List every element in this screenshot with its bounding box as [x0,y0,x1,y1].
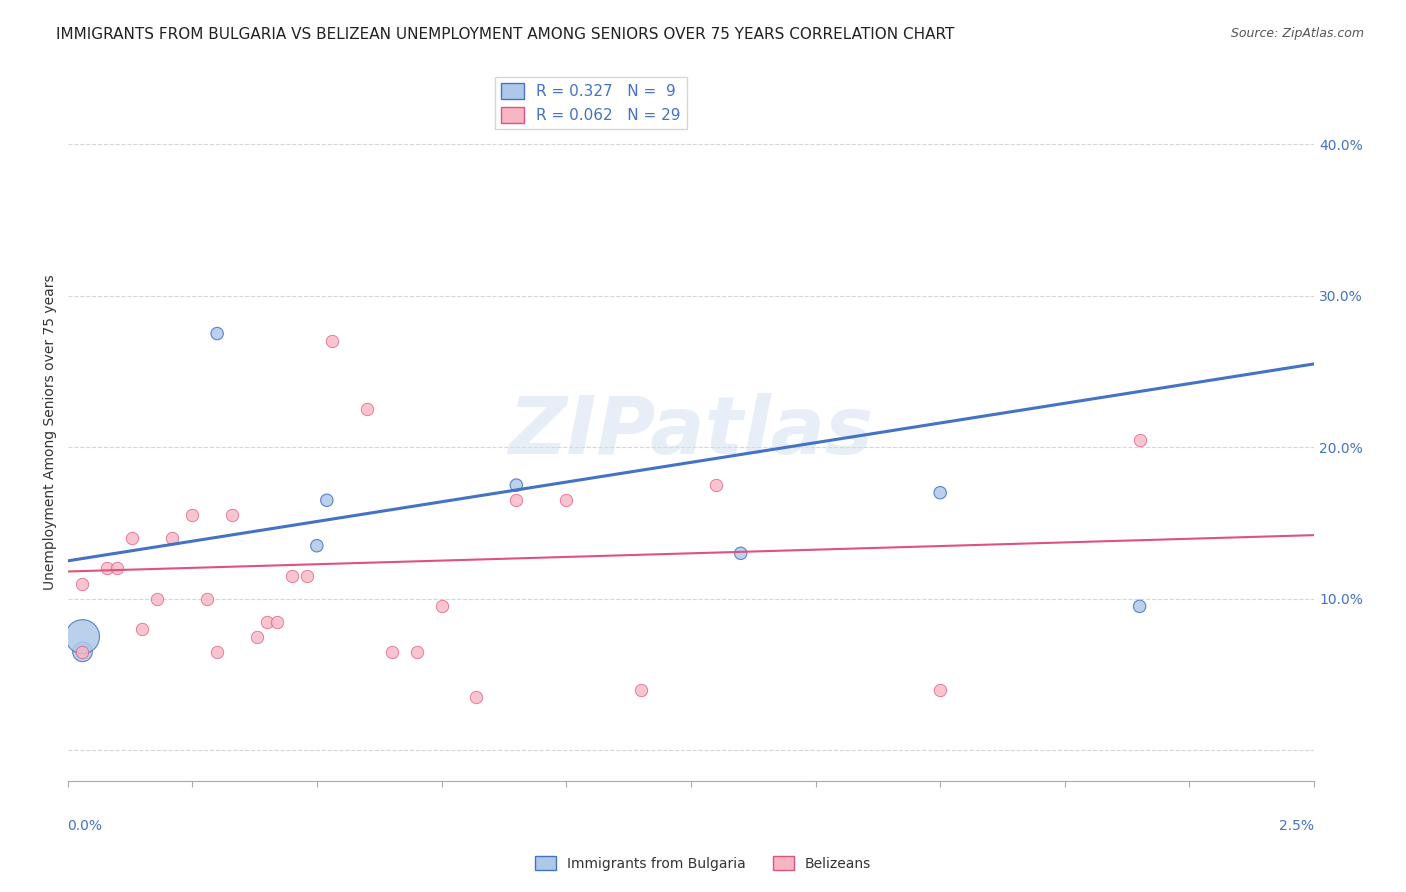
Text: 2.5%: 2.5% [1279,819,1315,833]
Legend: Immigrants from Bulgaria, Belizeans: Immigrants from Bulgaria, Belizeans [529,850,877,876]
Point [405,645,427,659]
Point [730,546,752,560]
Point [381,645,404,659]
Point [72,645,94,659]
Y-axis label: Unemployment Among Seniors over 75 years: Unemployment Among Seniors over 75 years [44,274,58,590]
Point [131,622,153,636]
Point [221,508,243,523]
Point [181,508,204,523]
Point [295,569,318,583]
Point [146,591,169,606]
Point [96,561,118,575]
Point [72,645,94,659]
Text: 0.0%: 0.0% [67,819,103,833]
Point [281,569,304,583]
Point [929,682,952,697]
Point [630,682,652,697]
Point [505,478,527,492]
Point [266,615,288,629]
Point [505,493,527,508]
Point [205,326,228,341]
Point [105,561,128,575]
Point [430,599,453,614]
Point [1129,433,1152,447]
Point [256,615,278,629]
Point [465,690,488,705]
Point [555,493,578,508]
Point [121,531,143,545]
Legend: R = 0.327   N =  9, R = 0.062   N = 29: R = 0.327 N = 9, R = 0.062 N = 29 [495,78,688,129]
Point [162,531,184,545]
Point [1129,599,1152,614]
Point [704,478,727,492]
Point [195,591,218,606]
Point [72,630,94,644]
Point [205,645,228,659]
Text: ZIPatlas: ZIPatlas [509,393,873,471]
Text: Source: ZipAtlas.com: Source: ZipAtlas.com [1230,27,1364,40]
Point [315,493,337,508]
Point [929,485,952,500]
Point [356,402,378,417]
Point [321,334,343,348]
Point [246,630,269,644]
Point [72,576,94,591]
Point [305,539,328,553]
Text: IMMIGRANTS FROM BULGARIA VS BELIZEAN UNEMPLOYMENT AMONG SENIORS OVER 75 YEARS CO: IMMIGRANTS FROM BULGARIA VS BELIZEAN UNE… [56,27,955,42]
